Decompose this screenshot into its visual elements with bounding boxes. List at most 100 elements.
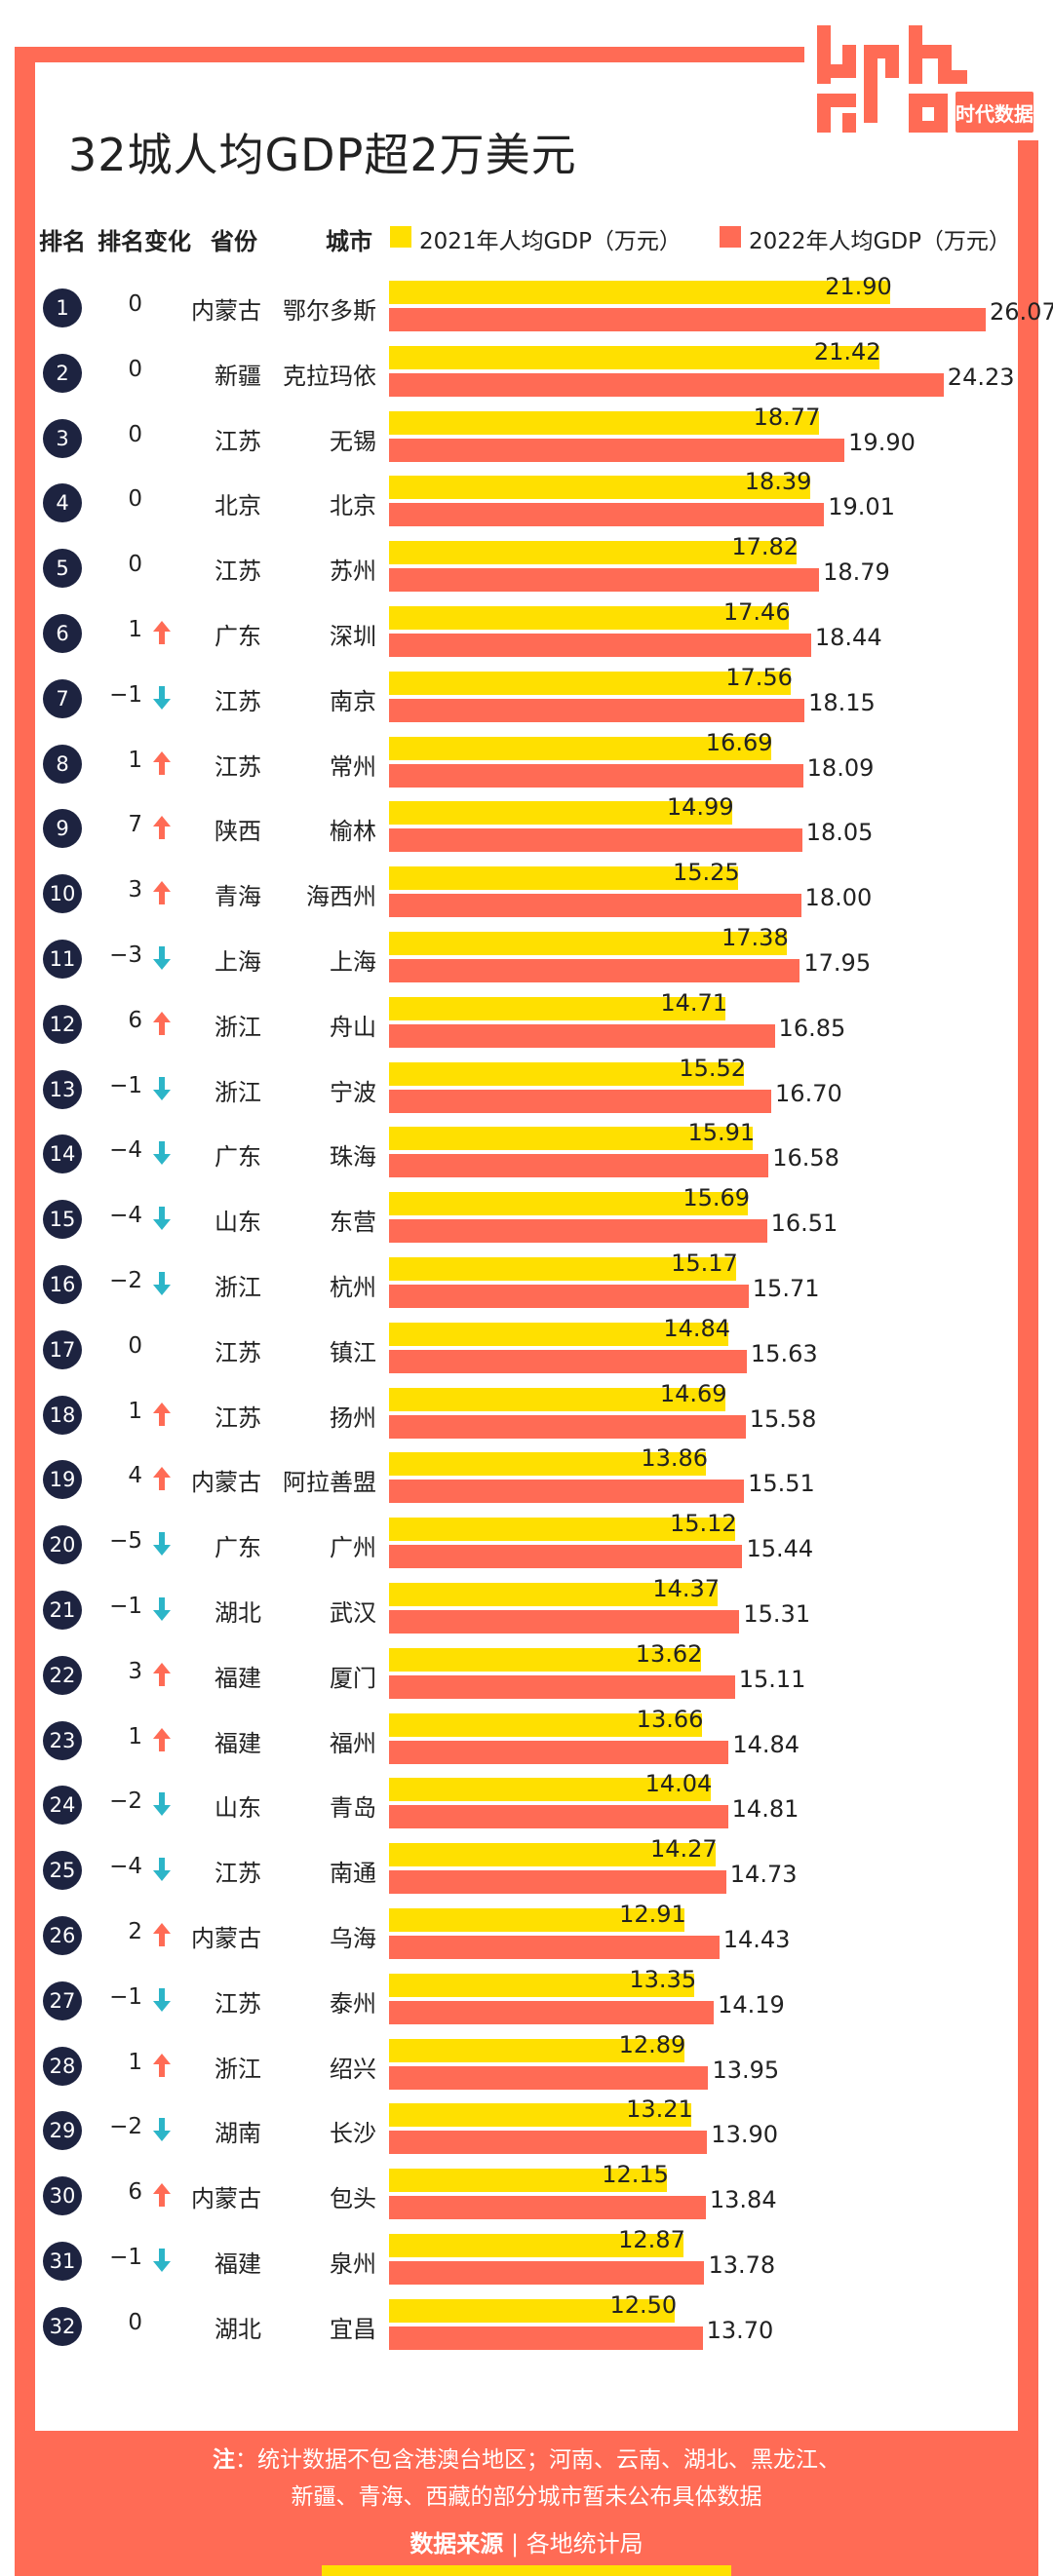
value-label-2022: 15.11 — [738, 1665, 806, 1693]
rank-badge: 21 — [43, 1591, 82, 1630]
rank-change: 0 — [128, 552, 142, 578]
table-row: 9 7 陕西 榆林 14.99 18.05 — [0, 793, 1053, 861]
arrow-up-icon — [152, 2182, 172, 2208]
arrow-down-icon — [152, 1076, 172, 1101]
bar-2021 — [389, 606, 789, 630]
table-row: 3 0 江苏 无锡 18.77 19.90 — [0, 404, 1053, 471]
city-label: 苏州 — [330, 557, 376, 586]
table-row: 4 0 北京 北京 18.39 19.01 — [0, 468, 1053, 535]
rank-change: 0 — [128, 291, 142, 317]
bar-2022 — [389, 763, 803, 788]
bar-2022 — [389, 308, 986, 331]
rank-badge: 14 — [43, 1134, 82, 1174]
table-row: 30 6 内蒙古 包头 12.15 13.84 — [0, 2161, 1053, 2228]
value-label-2021: 12.91 — [619, 1901, 686, 1928]
city-label: 广州 — [330, 1534, 376, 1562]
value-label-2021: 15.17 — [671, 1250, 738, 1277]
table-row: 14 −4 广东 珠海 15.91 16.58 — [0, 1119, 1053, 1186]
bar-2021 — [389, 736, 771, 760]
city-label: 珠海 — [330, 1143, 376, 1172]
rank-badge: 1 — [43, 288, 82, 327]
table-row: 16 −2 浙江 杭州 15.17 15.71 — [0, 1250, 1053, 1317]
city-label: 福州 — [330, 1729, 376, 1757]
bar-2021 — [389, 671, 792, 695]
value-label-2022: 13.90 — [711, 2121, 779, 2149]
arrow-up-icon — [152, 1402, 172, 1427]
table-row: 23 1 福建 福州 13.66 14.84 — [0, 1705, 1053, 1773]
rank-badge: 16 — [43, 1265, 82, 1304]
value-label-2021: 12.50 — [609, 2290, 678, 2319]
rank-change: −1 — [109, 1594, 142, 1619]
bar-2021 — [389, 996, 726, 1020]
city-label: 宁波 — [330, 1078, 376, 1106]
province-label: 广东 — [214, 1534, 261, 1562]
rank-change: 1 — [128, 1723, 142, 1749]
bar-2022 — [389, 1936, 720, 1959]
rank-change: −4 — [109, 1137, 142, 1164]
bar-2022 — [389, 1805, 728, 1829]
value-label-2021: 15.52 — [679, 1054, 747, 1082]
city-label: 包头 — [330, 2185, 376, 2213]
province-label: 江苏 — [214, 687, 261, 715]
city-label: 深圳 — [330, 623, 376, 650]
bar-2021 — [389, 410, 819, 435]
province-label: 广东 — [214, 623, 261, 650]
rank-change: 0 — [128, 1332, 142, 1359]
bar-2021 — [389, 2103, 692, 2128]
bar-2021 — [389, 2169, 668, 2193]
city-label: 阿拉善盟 — [283, 1469, 376, 1497]
table-row: 32 0 湖北 宜昌 12.50 13.70 — [0, 2290, 1053, 2359]
value-label-2021: 13.86 — [641, 1444, 709, 1473]
value-label-2021: 18.39 — [744, 468, 812, 496]
city-label: 无锡 — [330, 427, 376, 455]
arrow-up-icon — [152, 1727, 172, 1752]
value-label-2021: 13.66 — [636, 1705, 704, 1733]
city-label: 北京 — [330, 492, 376, 520]
bar-2021 — [389, 1647, 701, 1672]
province-label: 湖北 — [214, 2315, 261, 2343]
rank-badge: 17 — [43, 1329, 82, 1369]
city-label: 上海 — [330, 948, 376, 976]
table-row: 6 1 广东 深圳 17.46 18.44 — [0, 598, 1053, 666]
table-row: 24 −2 山东 青岛 14.04 14.81 — [0, 1770, 1053, 1837]
bar-2021 — [389, 1192, 749, 1216]
arrow-up-icon — [152, 815, 172, 840]
bar-2022 — [389, 959, 800, 982]
province-label: 湖南 — [214, 2120, 261, 2148]
bar-2022 — [389, 1154, 769, 1178]
province-label: 陕西 — [214, 818, 261, 846]
province-label: 福建 — [214, 1729, 261, 1757]
value-label-2021: 15.25 — [672, 859, 740, 887]
rank-change: 2 — [128, 1919, 142, 1944]
province-label: 浙江 — [214, 1274, 261, 1301]
rank-change: 0 — [128, 421, 142, 447]
rank-change: 1 — [128, 617, 142, 642]
city-label: 青岛 — [330, 1794, 376, 1823]
value-label-2021: 12.89 — [618, 2030, 686, 2058]
rank-badge: 8 — [43, 744, 82, 784]
bar-2022 — [389, 2261, 705, 2285]
city-label: 杭州 — [330, 1274, 376, 1301]
province-label: 江苏 — [214, 1338, 261, 1366]
arrow-up-icon — [152, 880, 172, 905]
value-label-2022: 18.05 — [805, 819, 874, 847]
rank-badge: 28 — [43, 2046, 82, 2086]
source-text: 各地统计局 — [526, 2530, 644, 2557]
province-label: 上海 — [214, 948, 261, 976]
value-label-2022: 19.01 — [828, 493, 895, 521]
arrow-down-icon — [152, 1596, 172, 1622]
value-label-2021: 14.04 — [644, 1770, 713, 1798]
bar-2022 — [389, 1740, 729, 1764]
province-label: 山东 — [214, 1794, 261, 1823]
table-row: 31 −1 福建 泉州 12.87 13.78 — [0, 2226, 1053, 2293]
rank-change: 6 — [128, 1007, 142, 1033]
bar-2022 — [389, 2131, 708, 2155]
rank-change: −1 — [109, 2245, 142, 2270]
arrow-down-icon — [152, 685, 172, 711]
province-label: 浙江 — [214, 1078, 261, 1106]
city-label: 泰州 — [330, 1989, 376, 2018]
bar-2022 — [389, 372, 944, 397]
rank-badge: 31 — [43, 2242, 82, 2281]
rank-change: −1 — [109, 1983, 142, 2010]
legend-swatch-2021 — [390, 226, 411, 248]
